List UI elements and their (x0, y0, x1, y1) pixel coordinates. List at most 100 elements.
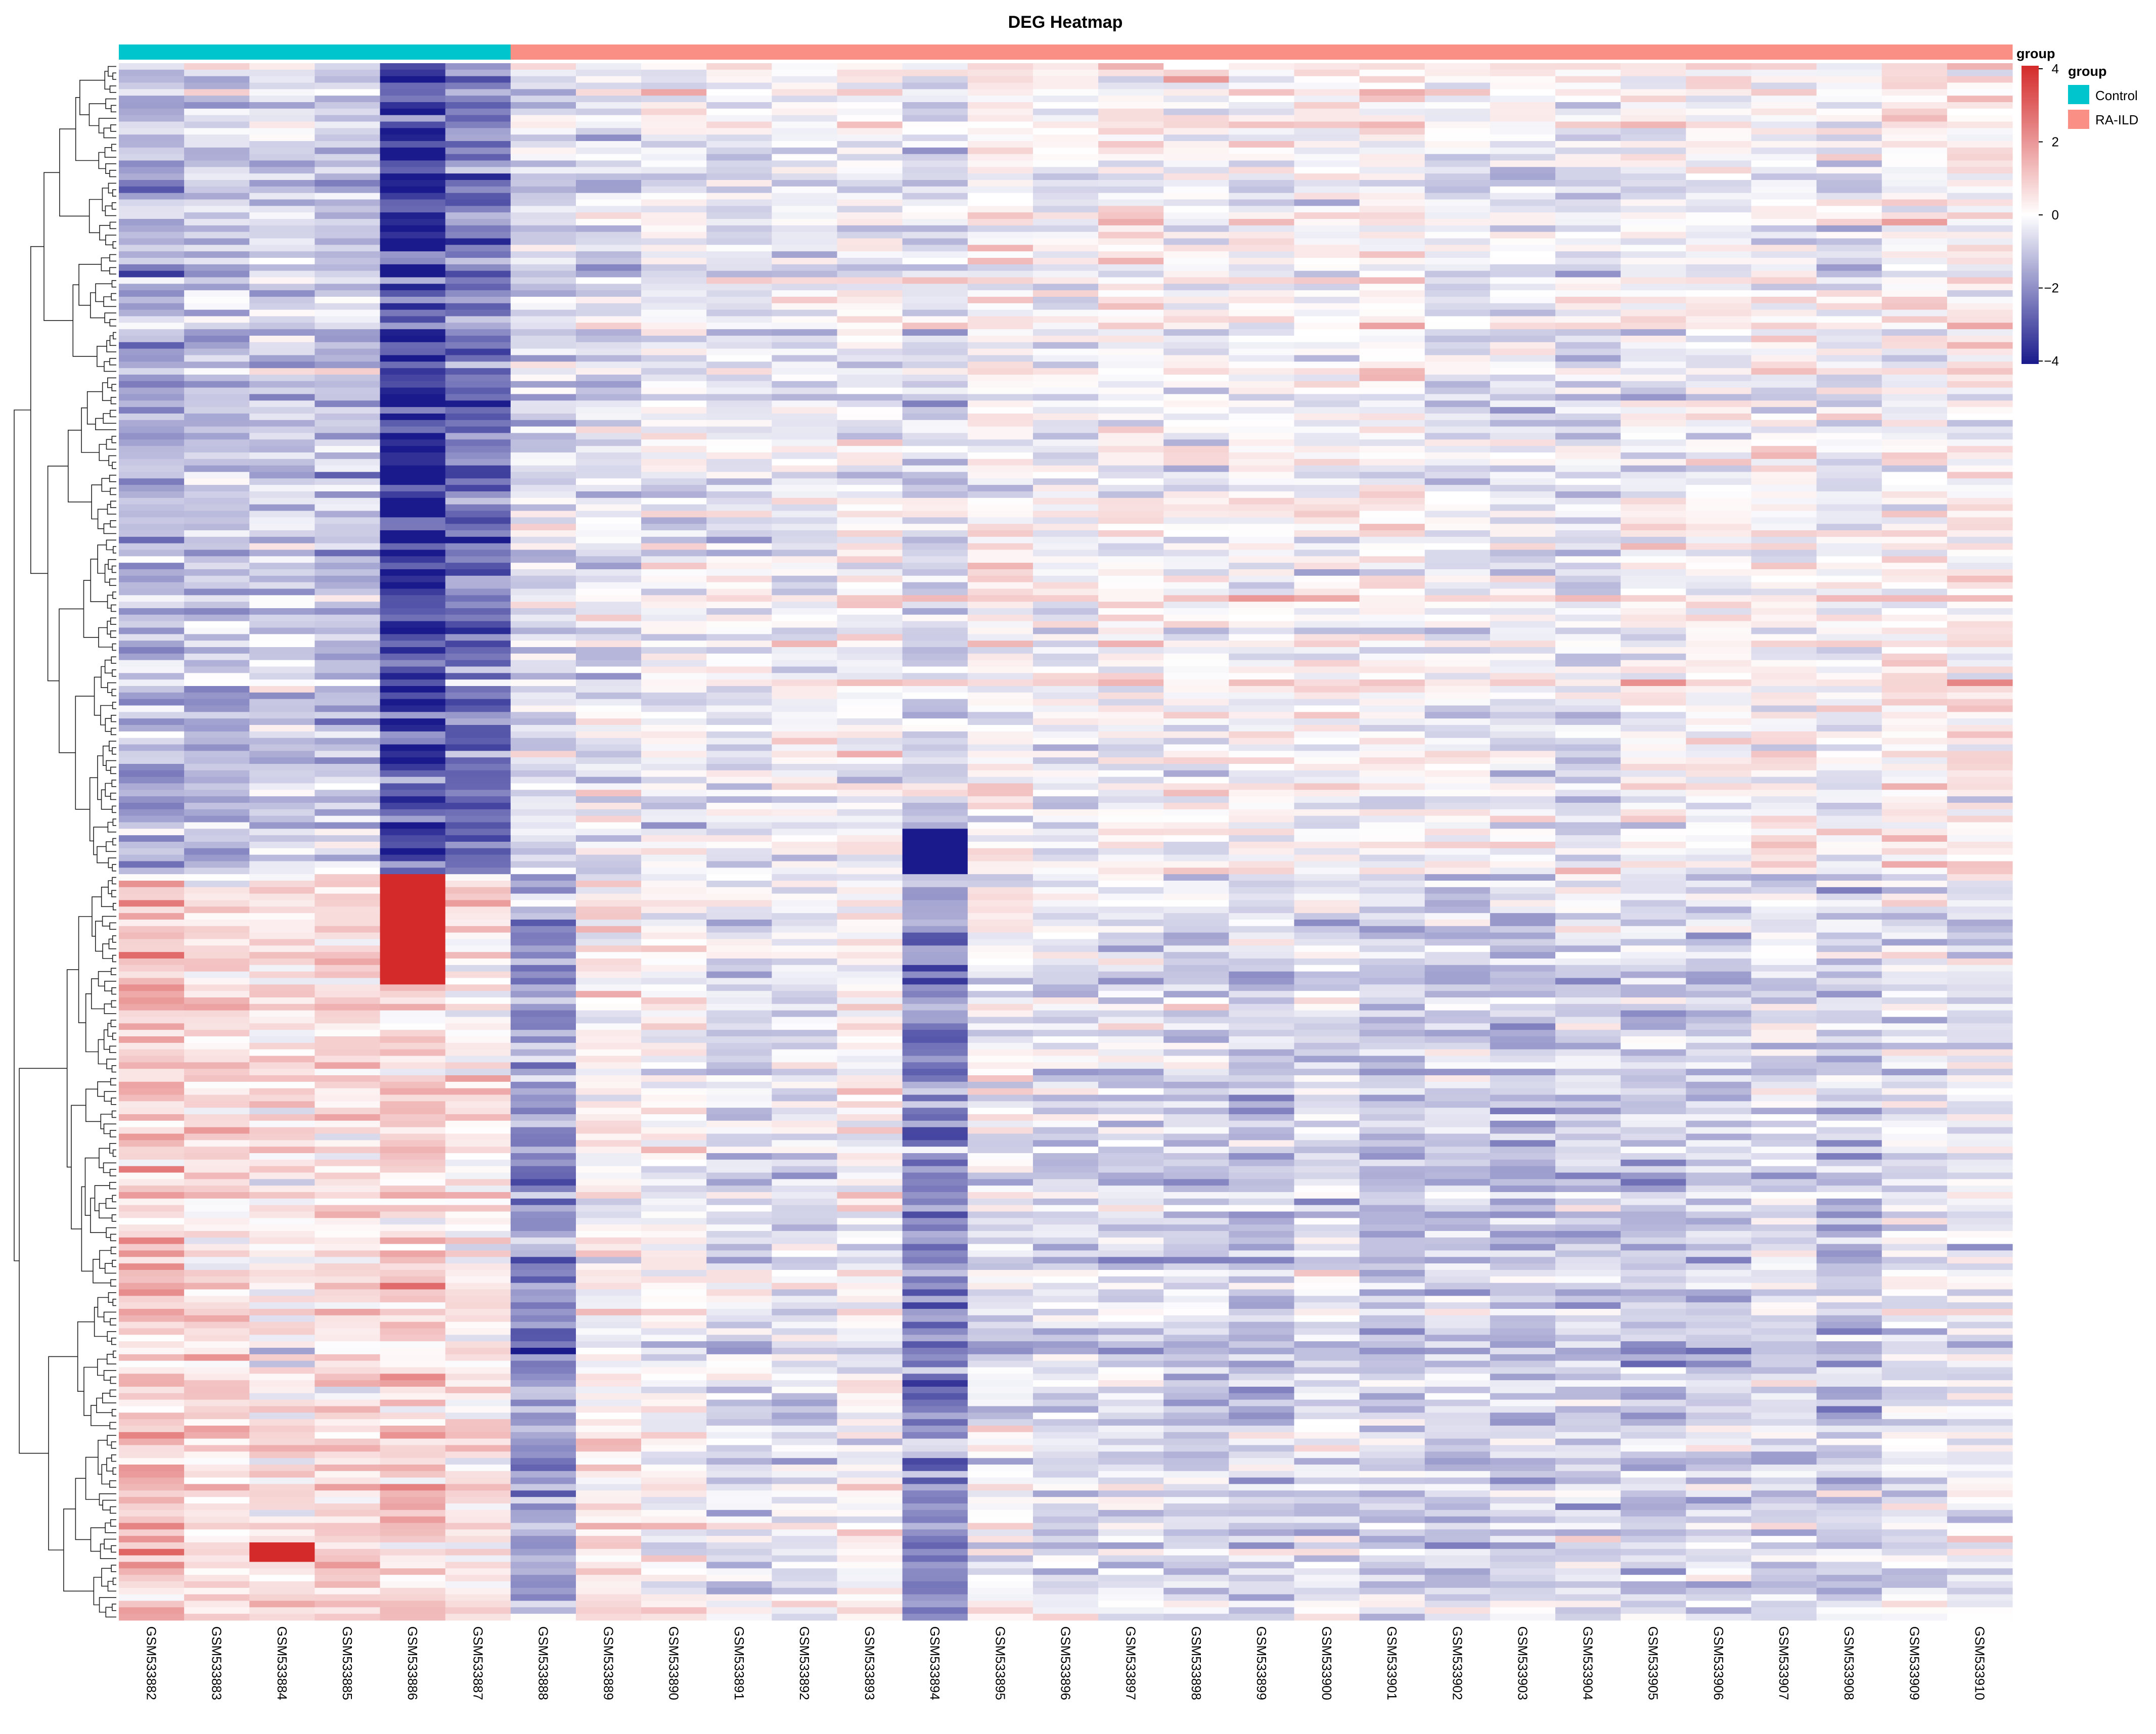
heatmap-cell (1555, 543, 1621, 551)
heatmap-cell (380, 959, 446, 966)
heatmap-cell (119, 900, 185, 907)
heatmap-cell (772, 932, 838, 940)
heatmap-cell (902, 141, 968, 148)
heatmap-cell (706, 141, 772, 148)
heatmap-cell (1621, 355, 1686, 362)
heatmap-cell (249, 653, 316, 661)
heatmap-cell (1032, 134, 1099, 142)
dendrogram-branch (111, 689, 116, 697)
heatmap-cell (445, 199, 511, 206)
heatmap-cell (1229, 102, 1295, 109)
heatmap-cell (1032, 167, 1099, 174)
heatmap-cell (445, 485, 511, 492)
heatmap-cell (772, 1056, 838, 1063)
heatmap-cell (510, 336, 576, 343)
heatmap-cell (380, 186, 446, 194)
heatmap-cell (1359, 1081, 1425, 1089)
heatmap-cell (380, 212, 446, 219)
heatmap-cell (445, 744, 511, 751)
heatmap-cell (1424, 439, 1491, 446)
heatmap-cell (1751, 1030, 1817, 1037)
heatmap-cell (706, 258, 772, 265)
heatmap-cell (706, 1003, 772, 1011)
heatmap-cell (1424, 446, 1491, 453)
heatmap-cell (445, 829, 511, 836)
heatmap-cell (119, 575, 185, 583)
heatmap-cell (967, 400, 1034, 407)
heatmap-cell (1032, 472, 1099, 479)
heatmap-cell (1686, 906, 1752, 914)
heatmap-cell (1490, 731, 1556, 739)
heatmap-cell (706, 446, 772, 453)
heatmap-cell (1816, 718, 1882, 725)
heatmap-cell (1490, 1062, 1556, 1069)
heatmap-cell (1294, 984, 1360, 991)
heatmap-cell (1294, 173, 1360, 180)
heatmap-cell (772, 1030, 838, 1037)
heatmap-cell (119, 705, 185, 712)
heatmap-cell (575, 309, 642, 317)
heatmap-cell (967, 1056, 1034, 1063)
heatmap-cell (1686, 232, 1752, 239)
heatmap-cell (315, 959, 381, 966)
heatmap-cell (1816, 803, 1882, 810)
heatmap-cell (902, 556, 968, 563)
heatmap-cell (1032, 1088, 1099, 1096)
dendrogram-branch (100, 1543, 116, 1559)
heatmap-cell (315, 309, 381, 317)
heatmap-cell (902, 400, 968, 407)
heatmap-cell (575, 387, 642, 395)
heatmap-cell (902, 1088, 968, 1096)
heatmap-cell (184, 575, 250, 583)
heatmap-cell (380, 433, 446, 440)
heatmap-cell (1751, 712, 1817, 719)
heatmap-cell (1881, 550, 1948, 557)
heatmap-cell (575, 575, 642, 583)
heatmap-cell (315, 868, 381, 875)
heatmap-cell (641, 251, 707, 258)
heatmap-cell (902, 809, 968, 816)
heatmap-cell (641, 1049, 707, 1057)
heatmap-cell (1490, 238, 1556, 245)
dendrogram-branch (111, 1000, 116, 1008)
heatmap-cell (249, 1094, 316, 1102)
heatmap-cell (1294, 1042, 1360, 1050)
heatmap-cell (445, 770, 511, 778)
heatmap-cell (445, 575, 511, 583)
heatmap-cell (1947, 653, 2013, 661)
heatmap-cell (575, 212, 642, 219)
dendrogram-branch (99, 225, 110, 241)
heatmap-cell (1424, 245, 1491, 252)
heatmap-cell (445, 387, 511, 395)
heatmap-cell (1294, 939, 1360, 946)
dendrogram-branch (109, 1389, 116, 1397)
heatmap-cell (1294, 1010, 1360, 1018)
heatmap-cell (1947, 679, 2013, 687)
heatmap-cell (575, 284, 642, 291)
heatmap-cell (641, 602, 707, 609)
heatmap-cell (510, 679, 576, 687)
dendrogram-branch (111, 293, 116, 301)
heatmap-cell (1032, 815, 1099, 823)
heatmap-cell (1555, 1042, 1621, 1050)
heatmap-cell (119, 76, 185, 83)
heatmap-cell (1424, 660, 1491, 667)
heatmap-cell (1294, 854, 1360, 862)
dendrogram-branch (95, 921, 103, 952)
heatmap-cell (1359, 627, 1425, 634)
heatmap-cell (641, 1108, 707, 1115)
heatmap-cell (119, 945, 185, 952)
heatmap-cell (315, 803, 381, 810)
heatmap-cell (249, 186, 316, 194)
heatmap-cell (706, 180, 772, 187)
heatmap-cell (249, 900, 316, 907)
heatmap-cell (1490, 777, 1556, 784)
heatmap-cell (445, 212, 511, 219)
heatmap-cell (706, 433, 772, 440)
heatmap-cell (380, 270, 446, 278)
heatmap-cell (575, 913, 642, 920)
heatmap-cell (1686, 186, 1752, 194)
heatmap-cell (1686, 893, 1752, 901)
heatmap-cell (1490, 1030, 1556, 1037)
heatmap-cell (837, 309, 903, 317)
